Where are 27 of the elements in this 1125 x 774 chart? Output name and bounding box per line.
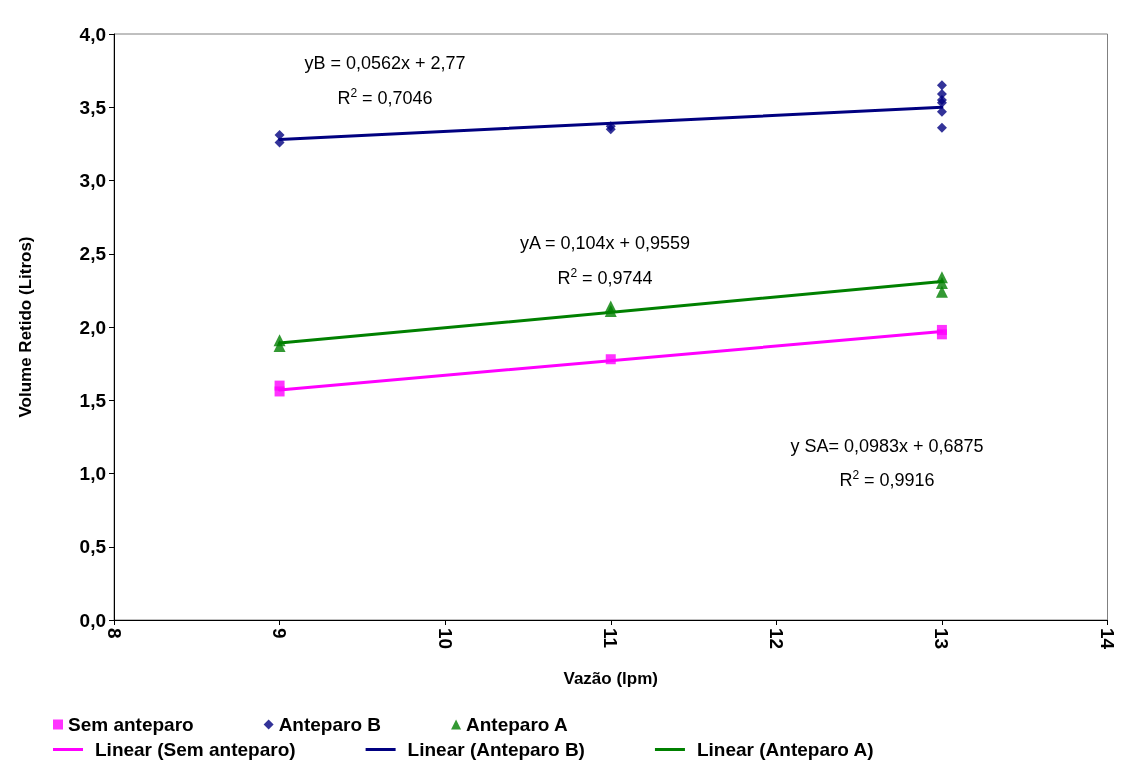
y-tick-label: 4,0 <box>79 23 106 45</box>
x-tick-label: 13 <box>931 628 953 650</box>
legend-label: Anteparo B <box>278 714 382 735</box>
x-axis-title: Vazão (lpm) <box>563 669 658 688</box>
legend-label: Linear (Anteparo B) <box>407 739 585 760</box>
y-tick-label: 0,5 <box>79 536 107 558</box>
y-tick-label: 2,5 <box>79 243 107 265</box>
y-axis-title: Volume Retido (Litros) <box>16 236 35 418</box>
annotation: yA = 0,104x + 0,9559 <box>519 233 691 253</box>
x-tick-label: 8 <box>103 628 125 639</box>
x-tick-label: 9 <box>269 628 291 639</box>
y-tick-label: 2,0 <box>79 316 106 338</box>
legend-label: Anteparo A <box>466 714 569 735</box>
x-tick-label: 11 <box>600 628 622 649</box>
legend-label: Sem anteparo <box>68 714 194 735</box>
y-tick-label: 1,5 <box>79 389 107 411</box>
x-tick-label: 10 <box>434 628 456 650</box>
legend-label: Linear (Anteparo A) <box>696 739 874 760</box>
y-tick-label: 3,5 <box>79 96 107 118</box>
x-tick-label: 14 <box>1097 628 1118 650</box>
legend-label: Linear (Sem anteparo) <box>95 739 296 760</box>
y-tick-label: 0,0 <box>79 609 106 631</box>
annotation: y SA= 0,0983x + 0,6875 <box>790 436 984 456</box>
x-tick-label: 12 <box>765 628 787 650</box>
annotation: yB = 0,0562x + 2,77 <box>304 53 466 73</box>
y-tick-label: 3,0 <box>79 170 106 191</box>
y-tick-label: 1,0 <box>79 463 106 484</box>
